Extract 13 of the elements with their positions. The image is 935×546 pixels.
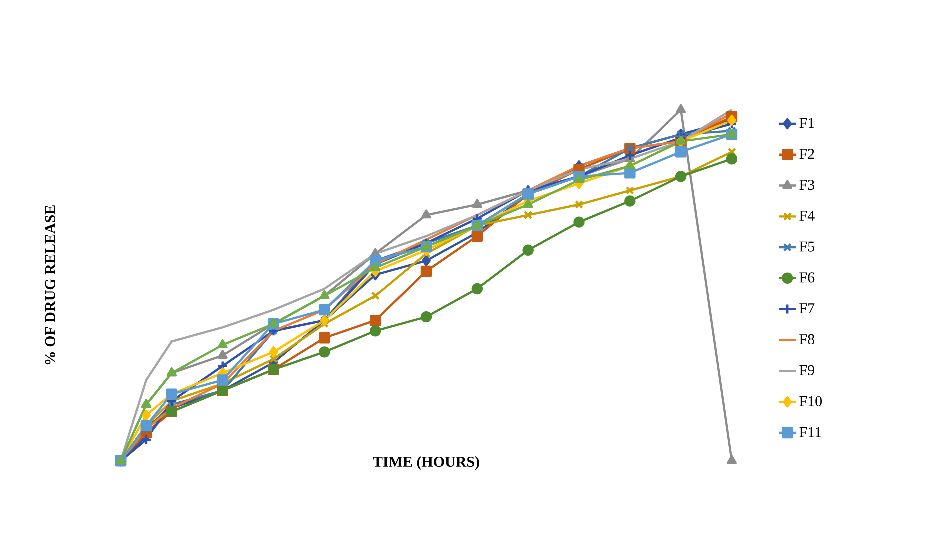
legend-label: F7: [800, 304, 815, 314]
legend-label: F4: [800, 210, 815, 221]
legend-label: F9: [800, 365, 814, 376]
legend-label: F10: [800, 396, 822, 406]
legend-label: F8: [800, 334, 815, 345]
y-axis-title: % OF DRUG RELEASE: [45, 206, 56, 365]
legend-label: F5: [800, 242, 814, 252]
x-axis-title: TIME (HOURS): [373, 456, 480, 470]
legend-label: F11: [800, 427, 822, 438]
legend-label: F3: [800, 180, 814, 190]
legend-label: F6: [800, 272, 815, 283]
legend-label: F2: [800, 149, 814, 160]
legend-label: F1: [800, 118, 814, 128]
